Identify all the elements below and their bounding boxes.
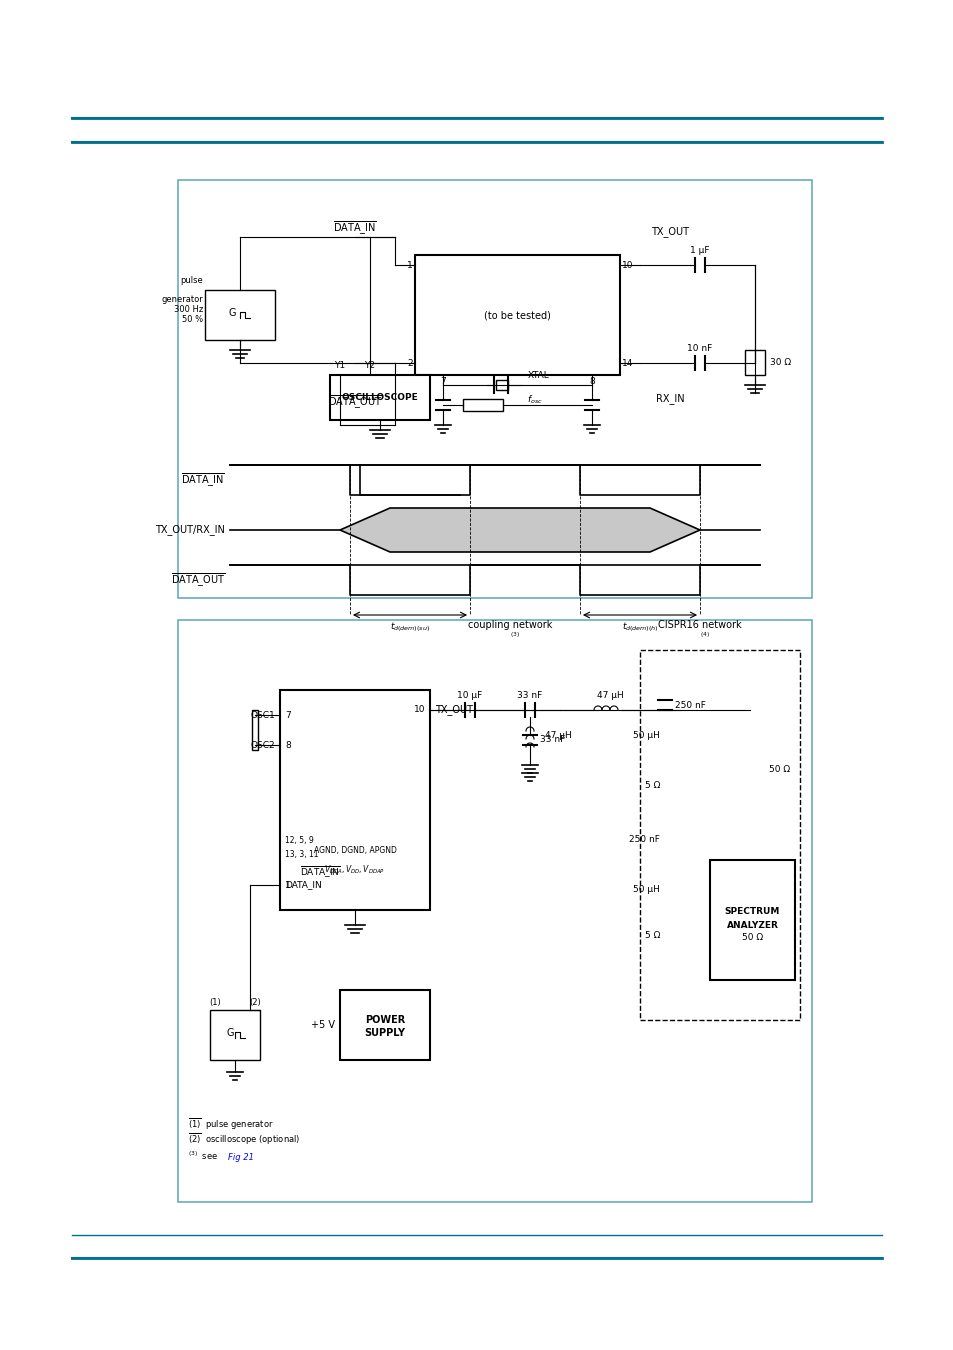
Text: 7: 7	[439, 377, 445, 386]
Text: pulse: pulse	[180, 275, 203, 285]
Text: TX_OUT/RX_IN: TX_OUT/RX_IN	[155, 525, 225, 536]
Text: RX_IN: RX_IN	[655, 393, 683, 404]
Text: Y2: Y2	[364, 360, 375, 370]
Text: 10 μF: 10 μF	[456, 691, 482, 701]
Text: CISPR16 network: CISPR16 network	[658, 620, 741, 630]
Bar	[744, 350, 764, 375]
Text: (to be tested): (to be tested)	[483, 310, 551, 320]
Text: 300 Hz: 300 Hz	[173, 305, 203, 315]
Text: $\overline{\mathsf{DATA\_OUT}}$: $\overline{\mathsf{DATA\_OUT}}$	[171, 571, 225, 589]
Text: $t_{d(dem)(h)}$: $t_{d(dem)(h)}$	[621, 620, 658, 633]
Text: 1: 1	[285, 880, 291, 890]
Text: 8: 8	[589, 377, 595, 386]
Text: 1: 1	[407, 261, 413, 270]
Text: SPECTRUM: SPECTRUM	[724, 907, 780, 917]
Text: 5 Ω: 5 Ω	[644, 930, 659, 940]
Bar	[496, 379, 508, 390]
Text: $\overline{\mathsf{DATA\_IN}}$: $\overline{\mathsf{DATA\_IN}}$	[333, 220, 376, 238]
Text: 13, 3, 11: 13, 3, 11	[285, 850, 318, 860]
Text: $t_{d(dem)(su)}$: $t_{d(dem)(su)}$	[390, 620, 430, 633]
Text: $\overline{(2)}$  oscilloscope (optional): $\overline{(2)}$ oscilloscope (optional)	[188, 1131, 300, 1148]
Text: OSCILLOSCOPE: OSCILLOSCOPE	[341, 393, 418, 402]
Text: $\overline{\mathsf{DATA\_IN}}$: $\overline{\mathsf{DATA\_IN}}$	[299, 864, 340, 880]
Text: 50 μH: 50 μH	[633, 886, 659, 895]
Text: TX_OUT: TX_OUT	[650, 225, 688, 238]
Text: POWER: POWER	[364, 1015, 405, 1025]
Text: 50 Ω: 50 Ω	[768, 765, 789, 775]
Text: 2: 2	[407, 359, 413, 367]
Text: 33 nF: 33 nF	[539, 736, 565, 744]
Text: $^{(3)}$: $^{(3)}$	[510, 630, 519, 640]
Text: Fig 21: Fig 21	[228, 1153, 253, 1162]
Bar	[178, 620, 811, 1202]
Text: 10: 10	[413, 706, 424, 714]
Text: $\overline{\mathsf{DATA\_OUT}}$: $\overline{\mathsf{DATA\_OUT}}$	[328, 393, 382, 410]
Text: generator: generator	[161, 296, 203, 304]
Text: $V_{DDA}, V_{DD}, V_{DDAP}$: $V_{DDA}, V_{DD}, V_{DDAP}$	[324, 864, 385, 876]
Bar	[639, 649, 800, 1021]
Text: XTAL: XTAL	[527, 371, 549, 379]
Text: (2): (2)	[249, 998, 260, 1007]
Text: 5 Ω: 5 Ω	[644, 780, 659, 790]
Text: G: G	[226, 1027, 233, 1038]
Text: 47 μH: 47 μH	[544, 730, 571, 740]
Text: 7: 7	[285, 710, 291, 720]
Text: 50 Ω: 50 Ω	[741, 933, 762, 942]
Text: (1): (1)	[209, 998, 221, 1007]
Text: AGND, DGND, APGND: AGND, DGND, APGND	[314, 845, 396, 855]
Text: $f_{osc}$: $f_{osc}$	[527, 393, 542, 405]
Text: OSC2: OSC2	[250, 741, 274, 749]
Bar	[709, 860, 794, 980]
Text: $^{(4)}$: $^{(4)}$	[700, 630, 709, 640]
Bar	[339, 990, 430, 1060]
Text: $^{(3)}$  see: $^{(3)}$ see	[188, 1150, 218, 1162]
Text: TX_OUT: TX_OUT	[435, 705, 473, 716]
Text: 250 nF: 250 nF	[628, 836, 659, 845]
Text: 50 %: 50 %	[182, 315, 203, 324]
Bar	[178, 180, 811, 598]
Text: DATA_IN: DATA_IN	[285, 880, 321, 890]
Text: 8: 8	[285, 741, 291, 749]
Text: 12, 5, 9: 12, 5, 9	[285, 836, 314, 845]
Text: $\overline{(1)}$  pulse generator: $\overline{(1)}$ pulse generator	[188, 1116, 274, 1133]
Text: 1 μF: 1 μF	[690, 246, 709, 255]
Text: 30 Ω: 30 Ω	[769, 358, 790, 367]
Bar	[462, 400, 502, 410]
Text: 250 nF: 250 nF	[675, 701, 705, 710]
Text: 14: 14	[621, 359, 633, 367]
Bar	[252, 710, 257, 751]
Text: OSC1: OSC1	[250, 710, 274, 720]
Bar	[330, 375, 430, 420]
Text: 33 nF: 33 nF	[517, 691, 542, 701]
Bar	[415, 255, 619, 375]
Bar	[210, 1010, 260, 1060]
Polygon shape	[339, 508, 700, 552]
Bar	[280, 690, 430, 910]
Text: 47 μH: 47 μH	[596, 691, 622, 701]
Text: +5 V: +5 V	[311, 1021, 335, 1030]
Text: G: G	[228, 308, 235, 319]
Text: 10: 10	[621, 261, 633, 270]
Text: SUPPLY: SUPPLY	[364, 1027, 405, 1038]
Bar	[205, 290, 274, 340]
Text: Y1: Y1	[335, 360, 345, 370]
Text: coupling network: coupling network	[467, 620, 552, 630]
Text: ANALYZER: ANALYZER	[726, 921, 778, 930]
Text: $\overline{\mathsf{DATA\_IN}}$: $\overline{\mathsf{DATA\_IN}}$	[181, 471, 225, 489]
Text: 50 μH: 50 μH	[633, 730, 659, 740]
Text: 10 nF: 10 nF	[687, 344, 712, 352]
